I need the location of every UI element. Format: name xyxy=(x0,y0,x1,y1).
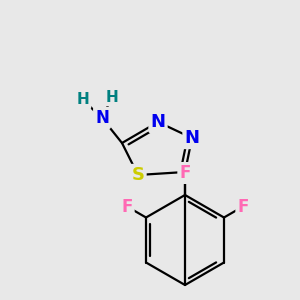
Text: H: H xyxy=(76,92,89,107)
Text: F: F xyxy=(237,197,249,215)
Text: N: N xyxy=(184,129,200,147)
Text: N: N xyxy=(151,113,166,131)
Text: S: S xyxy=(131,166,145,184)
Text: F: F xyxy=(121,197,133,215)
Text: N: N xyxy=(95,109,109,127)
Text: H: H xyxy=(106,89,118,104)
Text: F: F xyxy=(179,164,191,182)
